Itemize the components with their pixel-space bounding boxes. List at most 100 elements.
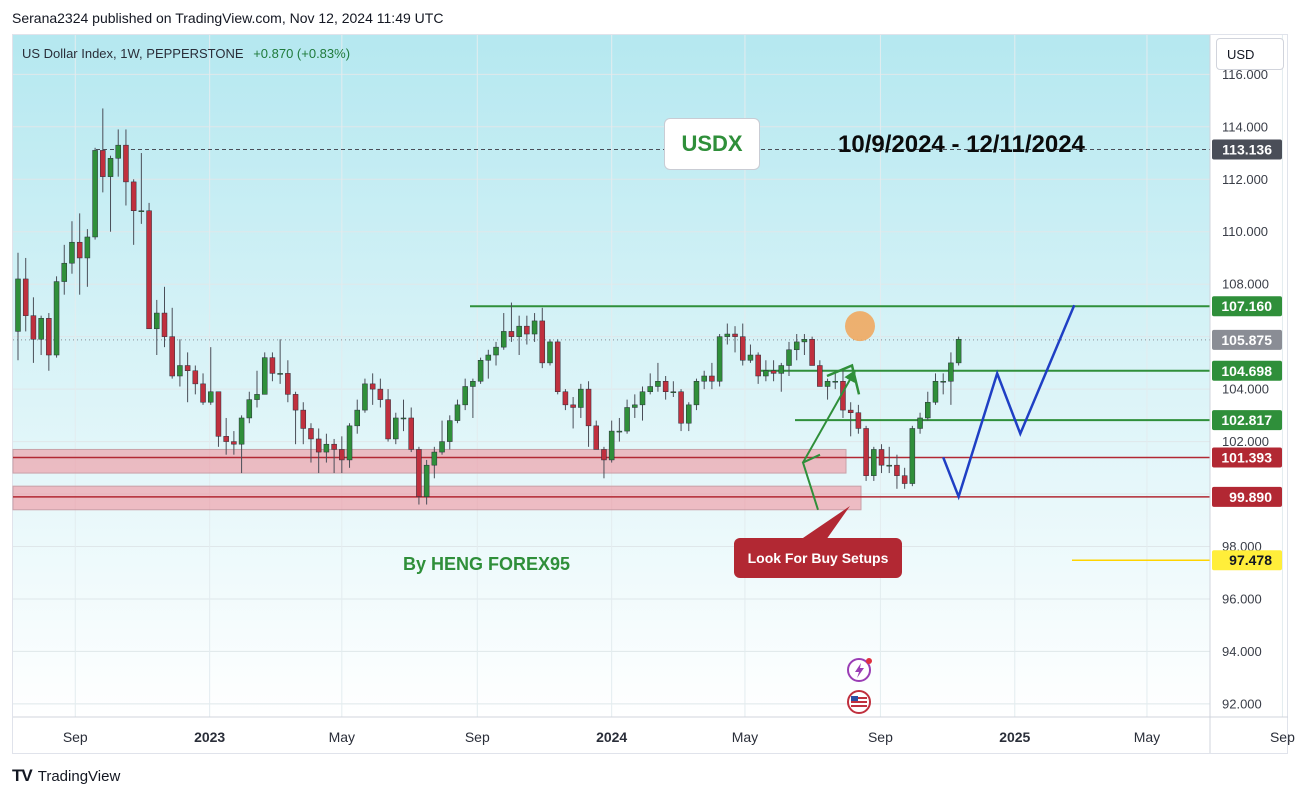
green-arrow-up — [802, 369, 856, 464]
candle — [570, 396, 576, 429]
candle-body — [678, 391, 684, 424]
candle — [832, 373, 839, 390]
candle-body — [331, 443, 337, 450]
candle — [200, 373, 206, 405]
chart-frame[interactable] — [12, 34, 1288, 754]
candle-body — [500, 331, 507, 348]
candle-body — [562, 391, 569, 406]
candle-body — [917, 417, 923, 429]
candle — [53, 276, 60, 358]
price-tag-104.698: 104.698 — [1212, 360, 1282, 381]
candle-body — [554, 341, 561, 392]
candle — [123, 129, 129, 206]
candle-body — [285, 373, 291, 395]
price-tag-label: 113.136 — [1222, 141, 1272, 157]
candle-body — [632, 404, 638, 408]
price-tag-105.875: 105.875 — [1212, 329, 1282, 350]
candle — [192, 365, 199, 395]
y-tick-label: 114.000 — [1222, 119, 1268, 134]
candle-body — [315, 438, 322, 453]
candle — [539, 307, 546, 369]
chart-icons — [847, 658, 872, 714]
candle — [770, 360, 777, 382]
candle-body — [724, 333, 731, 337]
candle-body — [115, 144, 121, 159]
candle — [909, 425, 916, 487]
candle — [69, 221, 75, 274]
us-flag-icon[interactable] — [847, 690, 871, 714]
candle-body — [161, 312, 168, 337]
candle — [755, 352, 761, 384]
candle — [747, 344, 754, 363]
price-tag-label: 101.393 — [1221, 449, 1272, 465]
candle-body — [801, 339, 808, 343]
candle — [447, 415, 453, 450]
candle — [601, 446, 607, 479]
candle — [817, 360, 823, 387]
candle-body — [508, 331, 515, 337]
candle — [578, 383, 584, 418]
candle — [254, 370, 260, 408]
candle — [300, 402, 307, 445]
candle — [477, 357, 484, 384]
candle — [470, 378, 476, 418]
candle — [285, 360, 291, 403]
candle-body — [940, 380, 946, 383]
price-tag-label: 107.160 — [1221, 298, 1272, 314]
candle-body — [547, 341, 553, 364]
candle — [462, 378, 468, 411]
y-tick-label: 92.000 — [1222, 696, 1262, 711]
candle — [246, 391, 253, 424]
candle — [346, 423, 353, 468]
candle-body — [123, 144, 129, 183]
y-tick-label: 112.000 — [1222, 172, 1268, 187]
support-zones — [12, 448, 862, 511]
candle-body — [585, 388, 592, 427]
candle-body — [184, 365, 191, 372]
ticker-label-box: USDX — [664, 118, 760, 170]
candle — [500, 313, 507, 350]
currency-button[interactable]: USD — [1216, 38, 1284, 70]
candle — [177, 339, 183, 387]
candle — [701, 370, 707, 390]
candle-body — [955, 339, 962, 364]
candle — [724, 323, 731, 345]
candle — [662, 376, 669, 400]
candle-body — [177, 365, 183, 377]
candle-body — [624, 407, 630, 432]
candle-body — [46, 318, 52, 356]
candle — [315, 428, 322, 474]
support-zone — [12, 485, 862, 511]
y-tick-label: 108.000 — [1222, 277, 1269, 292]
candle-body — [693, 380, 700, 406]
candle — [940, 373, 946, 395]
candle-body — [639, 391, 646, 406]
candle-body — [400, 417, 407, 420]
candle-body — [138, 210, 145, 212]
candle-body — [670, 391, 677, 393]
lightning-icon[interactable] — [847, 658, 872, 682]
candle-body — [53, 281, 60, 356]
candle-body — [809, 339, 815, 366]
candle — [238, 415, 245, 474]
candle-body — [824, 380, 831, 387]
candle — [208, 347, 214, 405]
price-tag-102.817: 102.817 — [1212, 410, 1282, 431]
candle-body — [238, 417, 245, 445]
candle-body — [770, 370, 777, 374]
price-axis[interactable]: 116.000114.000112.000110.000108.000106.0… — [1222, 67, 1269, 712]
candle-body — [38, 318, 44, 340]
candle — [84, 229, 91, 287]
candle — [38, 315, 44, 356]
candle-body — [223, 436, 229, 442]
candle — [223, 417, 229, 455]
footer-brand[interactable]: TV TradingView — [12, 766, 120, 786]
candle — [824, 378, 831, 400]
candle — [130, 179, 137, 245]
candle-body — [616, 430, 623, 433]
projection-path — [942, 304, 1076, 501]
candle — [493, 341, 499, 366]
time-axis[interactable]: Sep 2023 May Sep 2024 May Sep 2025 May Sep — [63, 729, 1295, 745]
candle-body — [601, 449, 607, 461]
